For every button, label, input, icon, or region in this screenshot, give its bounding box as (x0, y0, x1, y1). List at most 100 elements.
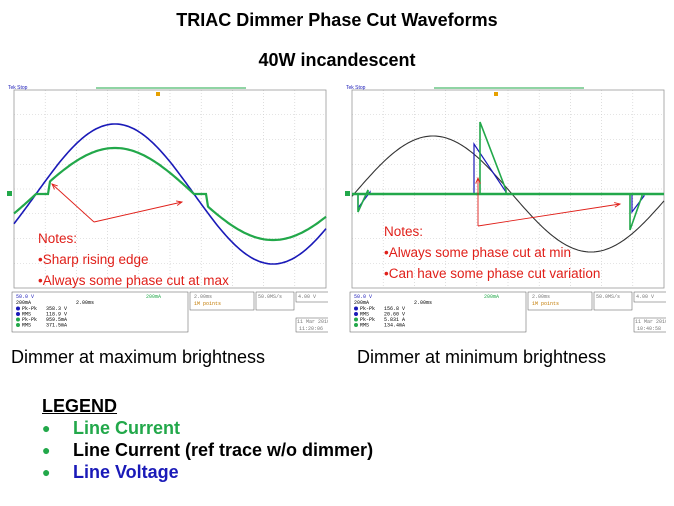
scope-right-brand-label: Tek Stop (346, 85, 366, 91)
scope-right-arrows (475, 176, 622, 227)
legend-item-line-current: ● Line Current (42, 417, 180, 439)
scope-left-meas-channel-icon (16, 323, 20, 327)
scope-left-ground-marker (7, 191, 12, 196)
scope-left-meas-channel-icon (16, 306, 20, 311)
annotation-arrow (51, 183, 95, 223)
scope-right-ch1-scale: 50.0 V (354, 294, 372, 300)
scope-right-ground-marker (345, 191, 350, 196)
legend-label: Line Current (ref trace w/o dimmer) (73, 440, 374, 460)
scope-left-meas-name: Pk-Pk (22, 306, 37, 312)
scope-left-meas-name: Pk-Pk (22, 317, 37, 323)
scope-left: 50.0 V 200mA 200mA 2.00ms Pk-Pk 358.3 V RMS 118… (6, 84, 328, 336)
notes-heading: Notes: (384, 224, 424, 239)
reference-trace (351, 135, 665, 253)
scope-left-arrows (51, 183, 184, 223)
scope-right-ch2-scale: 200mA (354, 300, 369, 306)
scope-left-timebase-2: 2.00ms (194, 294, 212, 300)
scope-right: 50.0 V 200mA 200mA 2.00ms Pk-Pk 156.8 V RMS 20.… (344, 84, 666, 336)
bullet-icon: ● (42, 420, 51, 436)
annotation-arrow-head (51, 183, 58, 190)
scope-right-meas-channel-icon (354, 317, 358, 322)
scope-left-readout-box (189, 291, 255, 311)
scope-right-readout-box (349, 291, 527, 333)
scope-right-readout-box (527, 291, 593, 311)
scope-right-meas-name: RMS (360, 312, 369, 318)
scope-left-brand-label: Tek Stop (8, 85, 28, 91)
page-title: TRIAC Dimmer Phase Cut Waveforms (176, 10, 498, 30)
annotation-arrow (93, 201, 183, 223)
scope-right-timebase: 2.00ms (414, 300, 432, 306)
scope-left-timebase: 2.00ms (76, 300, 94, 306)
scope-right-meas-channel-icon (354, 306, 358, 311)
legend-item-line-voltage: ● Line Voltage (42, 461, 179, 483)
scope-left-trigger-level: 4.00 V (298, 294, 316, 300)
scope-right-record-length: 1M points (532, 301, 559, 307)
scope-left-readout-box (11, 291, 189, 333)
scope-left-record-length: 1M points (194, 301, 221, 307)
legend: LEGEND ● Line Current ● Line Current (re… (42, 396, 373, 483)
scope-right-readout-box (593, 291, 633, 311)
voltage-trace (13, 123, 327, 265)
legend-heading: LEGEND (42, 396, 118, 416)
annotation-arrow-head (614, 202, 622, 208)
scope-left-meas-channel-icon (16, 317, 20, 322)
bullet-icon: ● (42, 442, 51, 458)
scope-left-ch2-scale: 200mA (16, 300, 31, 306)
scope-right-trigger-level: 4.00 V (636, 294, 654, 300)
scope-left-date: 11 Mar 2010 (297, 319, 328, 325)
scope-left-traces (13, 123, 327, 265)
caption-left: Dimmer at maximum brightness (11, 347, 266, 367)
scope-left-meas-value: 358.3 V (46, 306, 67, 312)
note-item: Always some phase cut at min (384, 242, 600, 263)
annotation-arrow-head (475, 176, 481, 184)
scope-right-meas-value: 156.8 V (384, 306, 405, 312)
scope-right-meas-value: 134.4mA (384, 323, 405, 329)
scope-left-meas-name: RMS (22, 312, 31, 318)
voltage-trace (352, 142, 664, 214)
scope-right-notes: Notes: Always some phase cut at min Can … (384, 221, 600, 284)
scope-right-meas-value: 5.831 A (384, 317, 405, 323)
bullet-icon: ● (42, 464, 51, 480)
scope-right-meas-channel-icon (354, 312, 358, 316)
scope-left-trigger-marker (156, 92, 160, 96)
scope-left-meas-channel-icon (16, 312, 20, 316)
legend-label: Line Voltage (73, 462, 179, 482)
scope-right-traces (351, 121, 665, 253)
scope-left-sample-rate: 50.0MS/s (258, 294, 282, 300)
scope-left-meas-value: 118.9 V (46, 312, 67, 318)
scope-left-meas-name: RMS (22, 323, 31, 329)
scope-right-readout-box (633, 317, 666, 333)
scope-right-trigger-marker (494, 92, 498, 96)
scope-left-meas-value: 959.5mA (46, 317, 67, 323)
scope-right-readout-box (633, 291, 666, 303)
scope-right-meas-name: Pk-Pk (360, 306, 375, 312)
note-item: Always some phase cut at max (38, 270, 229, 291)
scope-left-readout-box (295, 291, 328, 303)
legend-label: Line Current (73, 418, 181, 438)
note-item: Sharp rising edge (38, 249, 229, 270)
current-trace (352, 121, 664, 231)
scope-right-date: 11 Mar 2010 (635, 319, 666, 325)
scope-left-readout-box (295, 317, 328, 333)
annotation-arrow-head (176, 200, 184, 206)
page-subtitle: 40W incandescent (258, 50, 416, 70)
notes-heading: Notes: (38, 231, 78, 246)
legend-item-reference-current: ● Line Current (ref trace w/o dimmer) (42, 439, 373, 461)
scope-right-ch4-scale: 200mA (484, 294, 499, 300)
note-item: Can have some phase cut variation (384, 263, 601, 284)
scope-right-meas-value: 20.60 V (384, 312, 405, 318)
scope-left-ch1-scale: 50.0 V (16, 294, 34, 300)
scope-left-time: 11:20:06 (299, 326, 323, 332)
scope-right-meas-name: Pk-Pk (360, 317, 375, 323)
caption-right: Dimmer at minimum brightness (357, 347, 607, 367)
scope-right-time: 10:40:58 (637, 326, 661, 332)
annotation-arrow (477, 203, 621, 227)
current-trace (13, 146, 327, 242)
scope-left-meas-value: 371.5mA (46, 323, 67, 329)
scope-left-readout-box (255, 291, 295, 311)
scope-right-sample-rate: 50.0MS/s (596, 294, 620, 300)
scope-right-timebase-2: 2.00ms (532, 294, 550, 300)
